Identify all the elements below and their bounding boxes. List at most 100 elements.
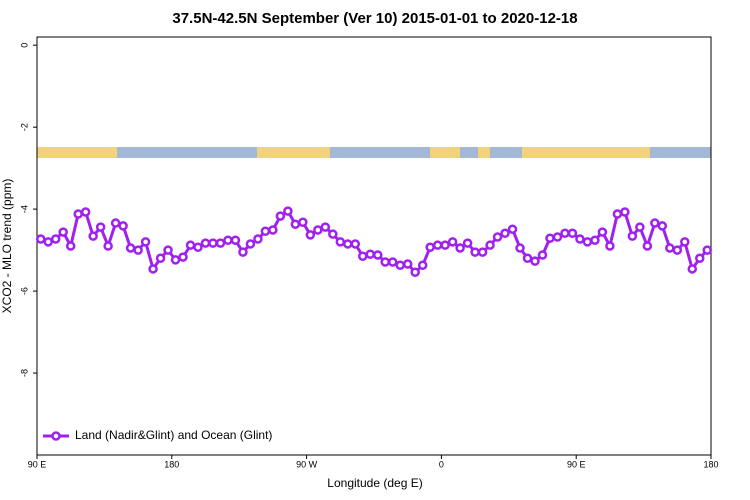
point (605, 241, 615, 251)
x-tick-label: 90 E (567, 459, 586, 469)
point (125, 243, 136, 253)
point (298, 217, 308, 227)
point (313, 225, 323, 235)
point (155, 253, 166, 264)
plot-frame (36, 36, 712, 456)
point (290, 219, 301, 230)
point (110, 218, 121, 228)
point (305, 230, 316, 240)
point (170, 255, 181, 265)
point (515, 243, 525, 253)
x-tick-label: 90 E (28, 459, 47, 469)
point (552, 232, 563, 242)
point (680, 237, 690, 247)
point (80, 207, 91, 217)
y-tick-label: -8 (19, 369, 29, 377)
point (253, 234, 263, 244)
point (358, 251, 368, 261)
point (455, 243, 465, 253)
point (260, 226, 271, 236)
point (320, 222, 331, 232)
point (635, 222, 645, 232)
point (410, 267, 420, 277)
point (447, 237, 458, 247)
point (238, 247, 248, 257)
point (133, 245, 143, 255)
point (485, 240, 495, 250)
point (582, 237, 593, 247)
point (387, 257, 398, 267)
point (335, 237, 346, 247)
point (627, 231, 638, 241)
point (178, 252, 188, 262)
point (275, 211, 286, 221)
point (672, 245, 683, 255)
point (695, 253, 705, 264)
point (530, 256, 540, 266)
y-axis-label: XCO2 - MLO trend (ppm) (0, 179, 14, 314)
x-axis-label: Longitude (deg E) (327, 476, 422, 490)
point (380, 257, 390, 267)
chart-title: 37.5N-42.5N September (Ver 10) 2015-01-0… (172, 10, 577, 27)
point (118, 221, 128, 231)
point (537, 250, 548, 260)
point (687, 264, 698, 274)
point (500, 228, 510, 239)
point (522, 253, 533, 264)
series-line (40, 209, 709, 275)
point (657, 221, 668, 231)
point (200, 238, 211, 248)
x-tick-label: 90 W (296, 459, 318, 469)
point (148, 264, 158, 274)
point (560, 228, 570, 239)
point (215, 238, 226, 248)
point (642, 241, 653, 251)
map-strip (37, 147, 711, 158)
point (597, 227, 608, 237)
point (350, 239, 361, 249)
point (185, 240, 196, 250)
point (73, 209, 83, 219)
point (567, 228, 578, 239)
point (462, 238, 473, 248)
point (50, 234, 61, 244)
point (163, 245, 173, 255)
point (575, 234, 585, 244)
point (650, 218, 660, 228)
point (245, 239, 256, 249)
point (365, 249, 376, 259)
point (702, 245, 713, 255)
point (620, 207, 630, 217)
point (440, 240, 450, 250)
point (88, 231, 98, 241)
point (43, 237, 53, 247)
point (477, 247, 488, 257)
x-tick-label: 180 (703, 459, 718, 469)
y-tick-label: -2 (19, 123, 29, 131)
point (140, 237, 151, 247)
point (283, 206, 293, 216)
point (507, 224, 518, 234)
point (492, 232, 503, 242)
point (58, 227, 68, 237)
point (95, 222, 106, 232)
x-tick-label: 0 (439, 459, 444, 469)
point (35, 234, 46, 244)
point (402, 259, 413, 269)
point (545, 233, 555, 243)
point (417, 260, 428, 271)
point (395, 260, 405, 271)
point (432, 240, 443, 250)
legend-label: Land (Nadir&Glint) and Ocean (Glint) (75, 428, 272, 442)
point (343, 239, 353, 249)
point (665, 243, 675, 253)
point (208, 238, 218, 248)
point (328, 229, 338, 239)
point (230, 235, 241, 246)
point (590, 235, 600, 246)
point (103, 241, 113, 251)
legend-marker (51, 431, 61, 441)
x-tick-label: 180 (164, 459, 179, 469)
point (612, 209, 623, 219)
